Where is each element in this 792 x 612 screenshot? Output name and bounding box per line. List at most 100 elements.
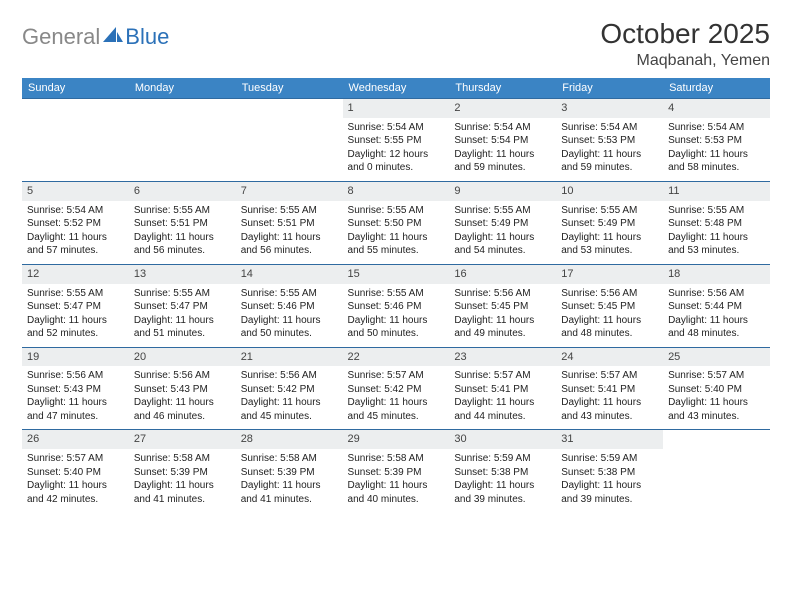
sunset-text: Sunset: 5:51 PM (241, 217, 338, 231)
day-number: 26 (22, 430, 129, 449)
sunrise-text: Sunrise: 5:57 AM (454, 369, 551, 383)
location: Maqbanah, Yemen (600, 52, 770, 70)
daylight-text: Daylight: 11 hours and 59 minutes. (454, 148, 551, 175)
logo-text-part1: General (22, 24, 100, 50)
sunset-text: Sunset: 5:55 PM (348, 134, 445, 148)
day-details: Sunrise: 5:57 AMSunset: 5:41 PMDaylight:… (449, 366, 556, 429)
day-details: Sunrise: 5:55 AMSunset: 5:49 PMDaylight:… (556, 201, 663, 264)
daylight-text: Daylight: 11 hours and 43 minutes. (668, 396, 765, 423)
day-cell: 30Sunrise: 5:59 AMSunset: 5:38 PMDayligh… (449, 430, 556, 512)
sunrise-text: Sunrise: 5:56 AM (668, 287, 765, 301)
day-details: Sunrise: 5:54 AMSunset: 5:53 PMDaylight:… (663, 118, 770, 181)
sunrise-text: Sunrise: 5:55 AM (27, 287, 124, 301)
day-header: Wednesday (343, 78, 450, 99)
calendar-table: SundayMondayTuesdayWednesdayThursdayFrid… (22, 78, 770, 512)
sunset-text: Sunset: 5:45 PM (454, 300, 551, 314)
header: General Blue October 2025 Maqbanah, Yeme… (22, 18, 770, 70)
day-number: 13 (129, 265, 236, 284)
week-row: 5Sunrise: 5:54 AMSunset: 5:52 PMDaylight… (22, 181, 770, 264)
month-title: October 2025 (600, 18, 770, 50)
sunset-text: Sunset: 5:46 PM (241, 300, 338, 314)
day-details: Sunrise: 5:55 AMSunset: 5:50 PMDaylight:… (343, 201, 450, 264)
sunset-text: Sunset: 5:38 PM (561, 466, 658, 480)
day-cell: 24Sunrise: 5:57 AMSunset: 5:41 PMDayligh… (556, 347, 663, 430)
daylight-text: Daylight: 11 hours and 39 minutes. (561, 479, 658, 506)
day-number: 23 (449, 348, 556, 367)
sunrise-text: Sunrise: 5:56 AM (134, 369, 231, 383)
day-header: Monday (129, 78, 236, 99)
day-details: Sunrise: 5:57 AMSunset: 5:42 PMDaylight:… (343, 366, 450, 429)
sunrise-text: Sunrise: 5:54 AM (668, 121, 765, 135)
day-details: Sunrise: 5:56 AMSunset: 5:44 PMDaylight:… (663, 284, 770, 347)
daylight-text: Daylight: 11 hours and 50 minutes. (348, 314, 445, 341)
day-details: Sunrise: 5:56 AMSunset: 5:43 PMDaylight:… (129, 366, 236, 429)
daylight-text: Daylight: 11 hours and 53 minutes. (668, 231, 765, 258)
day-number: 29 (343, 430, 450, 449)
day-number: 8 (343, 182, 450, 201)
day-number: 11 (663, 182, 770, 201)
day-cell: 12Sunrise: 5:55 AMSunset: 5:47 PMDayligh… (22, 264, 129, 347)
sunset-text: Sunset: 5:44 PM (668, 300, 765, 314)
sail-icon (103, 27, 123, 43)
day-number: 7 (236, 182, 343, 201)
daylight-text: Daylight: 11 hours and 39 minutes. (454, 479, 551, 506)
sunset-text: Sunset: 5:46 PM (348, 300, 445, 314)
day-number: 10 (556, 182, 663, 201)
day-details: Sunrise: 5:59 AMSunset: 5:38 PMDaylight:… (556, 449, 663, 512)
day-cell: 20Sunrise: 5:56 AMSunset: 5:43 PMDayligh… (129, 347, 236, 430)
daylight-text: Daylight: 11 hours and 57 minutes. (27, 231, 124, 258)
daylight-text: Daylight: 11 hours and 40 minutes. (348, 479, 445, 506)
day-cell: 23Sunrise: 5:57 AMSunset: 5:41 PMDayligh… (449, 347, 556, 430)
day-details: Sunrise: 5:55 AMSunset: 5:47 PMDaylight:… (22, 284, 129, 347)
day-cell: 22Sunrise: 5:57 AMSunset: 5:42 PMDayligh… (343, 347, 450, 430)
daylight-text: Daylight: 11 hours and 50 minutes. (241, 314, 338, 341)
day-cell: 17Sunrise: 5:56 AMSunset: 5:45 PMDayligh… (556, 264, 663, 347)
sunrise-text: Sunrise: 5:57 AM (561, 369, 658, 383)
day-header-row: SundayMondayTuesdayWednesdayThursdayFrid… (22, 78, 770, 99)
week-row: 1Sunrise: 5:54 AMSunset: 5:55 PMDaylight… (22, 99, 770, 182)
day-cell: 9Sunrise: 5:55 AMSunset: 5:49 PMDaylight… (449, 181, 556, 264)
sunrise-text: Sunrise: 5:58 AM (241, 452, 338, 466)
sunrise-text: Sunrise: 5:57 AM (348, 369, 445, 383)
daylight-text: Daylight: 11 hours and 44 minutes. (454, 396, 551, 423)
daylight-text: Daylight: 11 hours and 46 minutes. (134, 396, 231, 423)
sunrise-text: Sunrise: 5:54 AM (27, 204, 124, 218)
sunset-text: Sunset: 5:53 PM (561, 134, 658, 148)
week-row: 19Sunrise: 5:56 AMSunset: 5:43 PMDayligh… (22, 347, 770, 430)
sunset-text: Sunset: 5:54 PM (454, 134, 551, 148)
sunset-text: Sunset: 5:39 PM (241, 466, 338, 480)
sunset-text: Sunset: 5:52 PM (27, 217, 124, 231)
sunrise-text: Sunrise: 5:54 AM (348, 121, 445, 135)
sunset-text: Sunset: 5:47 PM (27, 300, 124, 314)
sunset-text: Sunset: 5:39 PM (134, 466, 231, 480)
day-details: Sunrise: 5:57 AMSunset: 5:40 PMDaylight:… (22, 449, 129, 512)
daylight-text: Daylight: 11 hours and 53 minutes. (561, 231, 658, 258)
day-cell: 18Sunrise: 5:56 AMSunset: 5:44 PMDayligh… (663, 264, 770, 347)
sunset-text: Sunset: 5:38 PM (454, 466, 551, 480)
daylight-text: Daylight: 11 hours and 59 minutes. (561, 148, 658, 175)
sunrise-text: Sunrise: 5:59 AM (454, 452, 551, 466)
day-details: Sunrise: 5:54 AMSunset: 5:52 PMDaylight:… (22, 201, 129, 264)
day-number: 20 (129, 348, 236, 367)
day-number: 5 (22, 182, 129, 201)
day-cell: 21Sunrise: 5:56 AMSunset: 5:42 PMDayligh… (236, 347, 343, 430)
day-number: 6 (129, 182, 236, 201)
day-number: 27 (129, 430, 236, 449)
sunset-text: Sunset: 5:40 PM (27, 466, 124, 480)
sunset-text: Sunset: 5:53 PM (668, 134, 765, 148)
day-number: 15 (343, 265, 450, 284)
day-cell (22, 99, 129, 182)
daylight-text: Daylight: 11 hours and 41 minutes. (241, 479, 338, 506)
sunrise-text: Sunrise: 5:55 AM (348, 204, 445, 218)
day-cell: 31Sunrise: 5:59 AMSunset: 5:38 PMDayligh… (556, 430, 663, 512)
day-number: 25 (663, 348, 770, 367)
sunrise-text: Sunrise: 5:58 AM (134, 452, 231, 466)
sunset-text: Sunset: 5:41 PM (561, 383, 658, 397)
logo: General Blue (22, 24, 169, 50)
week-row: 12Sunrise: 5:55 AMSunset: 5:47 PMDayligh… (22, 264, 770, 347)
day-details: Sunrise: 5:55 AMSunset: 5:48 PMDaylight:… (663, 201, 770, 264)
sunset-text: Sunset: 5:42 PM (348, 383, 445, 397)
sunset-text: Sunset: 5:49 PM (454, 217, 551, 231)
day-cell: 8Sunrise: 5:55 AMSunset: 5:50 PMDaylight… (343, 181, 450, 264)
day-cell: 13Sunrise: 5:55 AMSunset: 5:47 PMDayligh… (129, 264, 236, 347)
